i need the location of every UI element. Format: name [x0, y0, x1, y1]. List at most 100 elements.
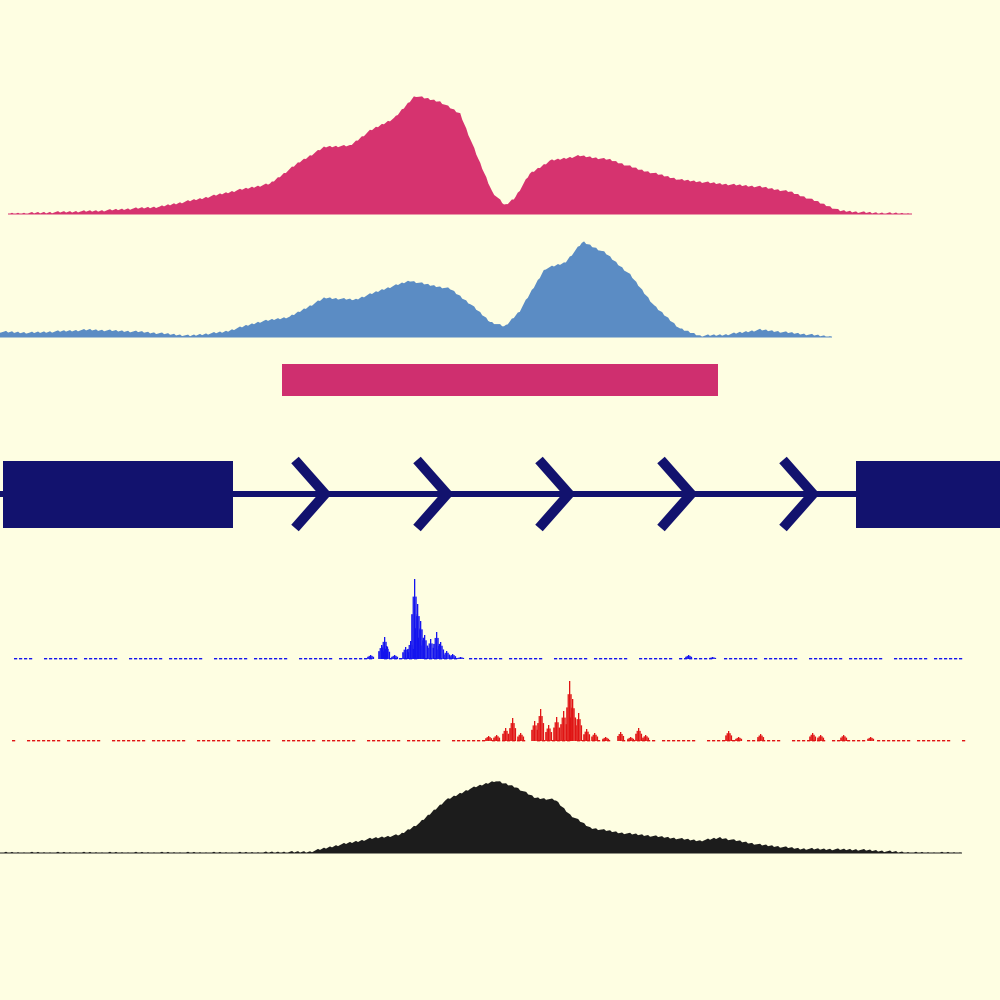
signal-peak: [381, 646, 383, 659]
signal-peak: [396, 656, 399, 659]
signal-peak: [425, 640, 427, 659]
baseline-tick: [339, 658, 343, 660]
baseline-tick: [169, 658, 173, 660]
baseline-tick: [717, 740, 721, 742]
signal-peak: [534, 721, 536, 741]
baseline-tick: [484, 658, 488, 660]
signal-peak: [503, 730, 505, 741]
signal-peak: [417, 637, 419, 659]
signal-peak: [640, 733, 643, 741]
signal-peak: [545, 732, 547, 741]
strand-arrow-icon: [413, 456, 454, 532]
signal-peak: [489, 737, 491, 741]
signal-peak: [537, 723, 539, 741]
baseline-tick: [194, 658, 198, 660]
baseline-tick: [519, 658, 523, 660]
baseline-tick: [732, 740, 736, 742]
signal-peak: [643, 736, 645, 741]
baseline-tick: [37, 740, 41, 742]
baseline-tick: [134, 658, 138, 660]
baseline-tick: [377, 740, 381, 742]
baseline-tick: [274, 658, 278, 660]
baseline-tick: [774, 658, 778, 660]
signal-peak: [620, 732, 622, 741]
baseline-tick: [789, 658, 793, 660]
baseline-tick: [644, 658, 648, 660]
baseline-tick: [604, 658, 608, 660]
baseline-tick: [219, 658, 223, 660]
baseline-tick: [524, 658, 528, 660]
signal-peak: [540, 709, 542, 741]
signal-peak: [379, 648, 381, 659]
baseline-tick: [652, 740, 656, 742]
signal-peak: [506, 730, 508, 741]
baseline-tick: [292, 740, 296, 742]
signal-peak: [813, 734, 815, 741]
baseline-tick: [539, 658, 543, 660]
baseline-tick: [137, 740, 141, 742]
signal-peak: [461, 657, 463, 659]
baseline-tick: [329, 658, 333, 660]
baseline-tick: [367, 740, 371, 742]
baseline-tick: [499, 658, 503, 660]
signal-peak: [686, 655, 688, 659]
baseline-tick: [729, 658, 733, 660]
baseline-tick: [457, 740, 461, 742]
baseline-tick: [897, 740, 901, 742]
baseline-tick: [407, 740, 411, 742]
signal-peak: [502, 733, 504, 741]
signal-peak: [538, 716, 540, 741]
baseline-tick: [769, 658, 773, 660]
baseline-tick: [877, 740, 881, 742]
baseline-tick: [934, 658, 938, 660]
signal-peak: [410, 641, 412, 659]
baseline-tick: [902, 740, 906, 742]
signal-peak: [408, 644, 410, 659]
signal-peak: [688, 655, 690, 659]
baseline-tick: [222, 740, 226, 742]
baseline-tick: [127, 740, 131, 742]
baseline-tick: [777, 740, 781, 742]
signal-peak: [440, 642, 442, 659]
gene-model: [0, 456, 1000, 532]
signal-peak: [431, 643, 433, 659]
baseline-tick: [672, 740, 676, 742]
signal-peak: [606, 737, 608, 741]
signal-magenta-track: [7, 96, 912, 215]
signal-peak: [841, 736, 843, 741]
baseline-tick: [554, 658, 558, 660]
signal-peak: [421, 645, 423, 659]
baseline-tick: [389, 658, 393, 660]
strand-arrow-icon: [779, 456, 820, 532]
signal-peak: [639, 730, 641, 741]
baseline-tick: [29, 658, 33, 660]
baseline-tick: [682, 740, 686, 742]
signal-peak: [553, 727, 555, 741]
signal-peak: [631, 737, 633, 741]
baseline-tick: [834, 658, 838, 660]
signal-peak: [725, 735, 727, 741]
signal-peak: [512, 718, 514, 741]
baseline-tick: [19, 658, 23, 660]
baseline-tick: [74, 658, 78, 660]
baseline-tick: [959, 658, 963, 660]
signal-peak: [569, 681, 571, 741]
baseline-tick: [749, 658, 753, 660]
baseline-tick: [927, 740, 931, 742]
signal-peak: [642, 737, 644, 741]
signal-peak: [424, 635, 426, 659]
baseline-tick: [954, 658, 958, 660]
baseline-tick: [739, 658, 743, 660]
signal-peak: [818, 736, 820, 741]
baseline-tick: [904, 658, 908, 660]
signal-peak: [728, 731, 730, 741]
baseline-tick: [67, 740, 71, 742]
signal-peak: [709, 657, 711, 659]
signal-peak: [845, 737, 848, 741]
signal-peak: [736, 737, 738, 741]
baseline-tick: [382, 740, 386, 742]
signal-peak: [452, 654, 454, 659]
baseline-tick: [32, 740, 36, 742]
baseline-tick: [752, 740, 756, 742]
baseline-tick: [224, 658, 228, 660]
